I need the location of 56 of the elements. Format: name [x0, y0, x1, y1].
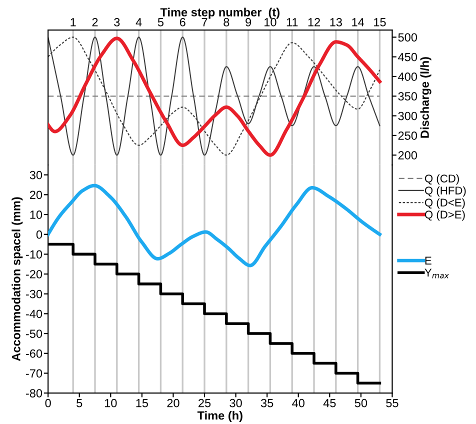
- y-tick-label: -70: [26, 369, 42, 378]
- x-tick-label: 5: [76, 399, 82, 408]
- y-tick-label: -80: [26, 389, 42, 398]
- x-tick-label: 15: [136, 399, 148, 408]
- y-axis-title: Discharge (l/h): [420, 57, 432, 138]
- x-tick-label: 10: [264, 18, 276, 26]
- y-tick-label: 20: [30, 190, 42, 200]
- x-tick-label: 45: [323, 399, 336, 408]
- x-tick-label: 30: [230, 398, 242, 408]
- y-tick-label: -30: [26, 290, 42, 298]
- x-tick-label: 20: [167, 398, 180, 408]
- legend-label: Y$_{max}$: [424, 268, 449, 278]
- x-tick-label: 50: [354, 398, 368, 408]
- legend-label: Q (D>E): [424, 210, 465, 221]
- legend-label: Q (D<E): [424, 198, 465, 209]
- y-tick-label: 200: [398, 151, 418, 160]
- x-tick-label: 40: [292, 398, 304, 408]
- x-tick-label: 12: [308, 18, 320, 26]
- y-tick-label: 250: [398, 131, 418, 140]
- x-tick-label: 55: [386, 399, 398, 408]
- y-tick-label: 450: [398, 52, 418, 62]
- x-tick-label: 13: [330, 18, 342, 26]
- y-tick-label: 300: [398, 112, 418, 120]
- x-tick-label: 11: [286, 18, 298, 26]
- x-tick-label: 0: [45, 398, 51, 408]
- x-tick-label: 14: [352, 18, 364, 26]
- x-tick-label: 25: [198, 398, 211, 408]
- y-tick-label: -50: [26, 330, 42, 338]
- y-tick-label: 30: [30, 170, 42, 180]
- legend-label: Q (CD): [424, 174, 459, 185]
- x-tick-label: 1: [70, 18, 76, 26]
- y-tick-label: -40: [26, 310, 42, 318]
- x-tick-label: 5: [158, 18, 164, 26]
- y-tick-label: 350: [398, 92, 418, 101]
- x-tick-label: 2: [92, 18, 98, 26]
- x-axis-title: Time step number (t): [160, 8, 280, 19]
- y-tick-label: 0: [36, 230, 42, 239]
- x-tick-label: 10: [104, 398, 117, 408]
- x-tick-label: 9: [246, 18, 252, 26]
- x-axis-title: Time (h): [197, 410, 242, 422]
- y-axis-title: Accommodation spacel (mm): [12, 197, 23, 362]
- y-tick-label: -10: [26, 250, 42, 259]
- x-tick-label: 15: [374, 18, 386, 26]
- x-tick-label: 7: [202, 18, 208, 26]
- y-tick-label: 500: [398, 33, 418, 42]
- y-tick-label: -60: [26, 349, 42, 358]
- x-tick-label: 4: [136, 18, 142, 26]
- x-tick-label: 3: [114, 18, 120, 26]
- x-tick-label: 6: [180, 18, 186, 26]
- x-tick-label: 8: [224, 18, 230, 26]
- legend-label: E: [425, 256, 432, 264]
- y-tick-label: -20: [26, 270, 42, 278]
- y-tick-label: 10: [30, 210, 42, 219]
- y-tick-label: 400: [398, 72, 418, 81]
- legend-label: Q (HFD): [424, 186, 466, 197]
- x-tick-label: 35: [260, 398, 274, 408]
